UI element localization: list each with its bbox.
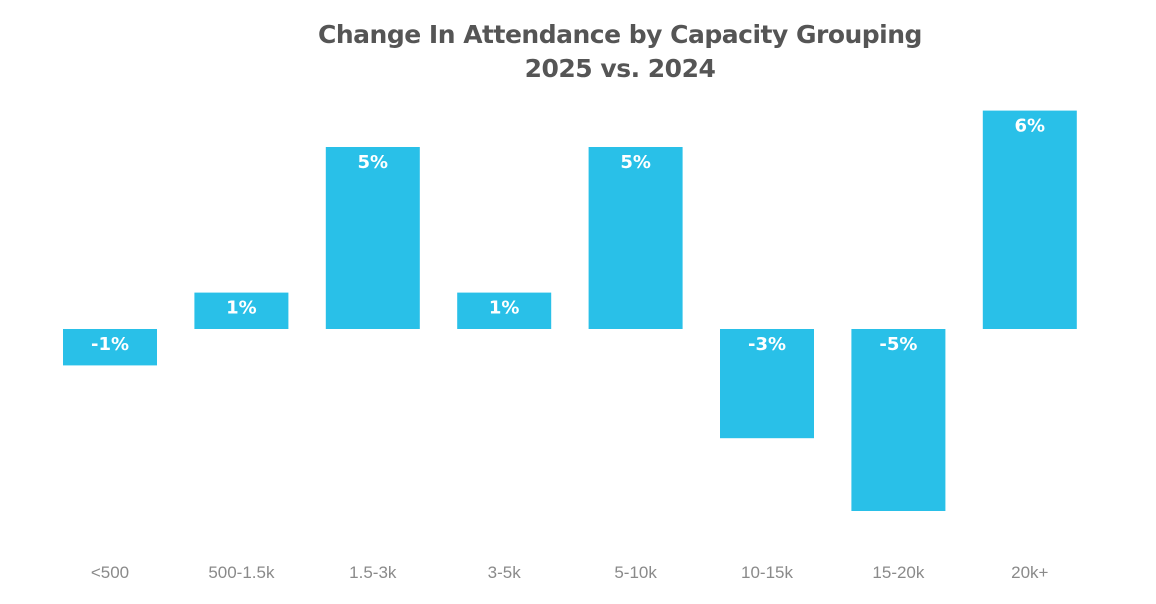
x-tick-label: 500-1.5k — [208, 563, 275, 582]
x-tick-label: 10-15k — [741, 563, 793, 582]
data-label: 1% — [226, 298, 257, 319]
bar-1.5-3k — [325, 147, 420, 329]
x-tick-label: 1.5-3k — [349, 563, 397, 582]
x-tick-label: 15-20k — [872, 563, 924, 582]
chart-subtitle: 2025 vs. 2024 — [524, 54, 716, 83]
x-tick-label: 5-10k — [614, 563, 657, 582]
data-label: 6% — [1015, 116, 1046, 137]
x-tick-label: 3-5k — [488, 563, 522, 582]
bar-<500 — [63, 329, 157, 366]
bar-20k+ — [982, 110, 1077, 329]
chart-title: Change In Attendance by Capacity Groupin… — [318, 20, 922, 49]
data-label: 1% — [489, 298, 520, 319]
bar-15-20k — [851, 329, 946, 511]
data-label: 5% — [620, 152, 651, 173]
chart-title-block: Change In Attendance by Capacity Groupin… — [0, 18, 1156, 86]
data-label: -5% — [879, 334, 917, 355]
x-tick-label: <500 — [91, 563, 129, 582]
bar-500-1.5k — [194, 292, 289, 329]
data-label: 5% — [358, 152, 389, 173]
data-label: -3% — [748, 334, 786, 355]
bar-10-15k — [720, 329, 814, 439]
bar-3-5k — [457, 292, 552, 329]
x-tick-label: 20k+ — [1011, 563, 1048, 582]
bar-5-10k — [588, 147, 683, 329]
data-label: -1% — [91, 334, 129, 355]
